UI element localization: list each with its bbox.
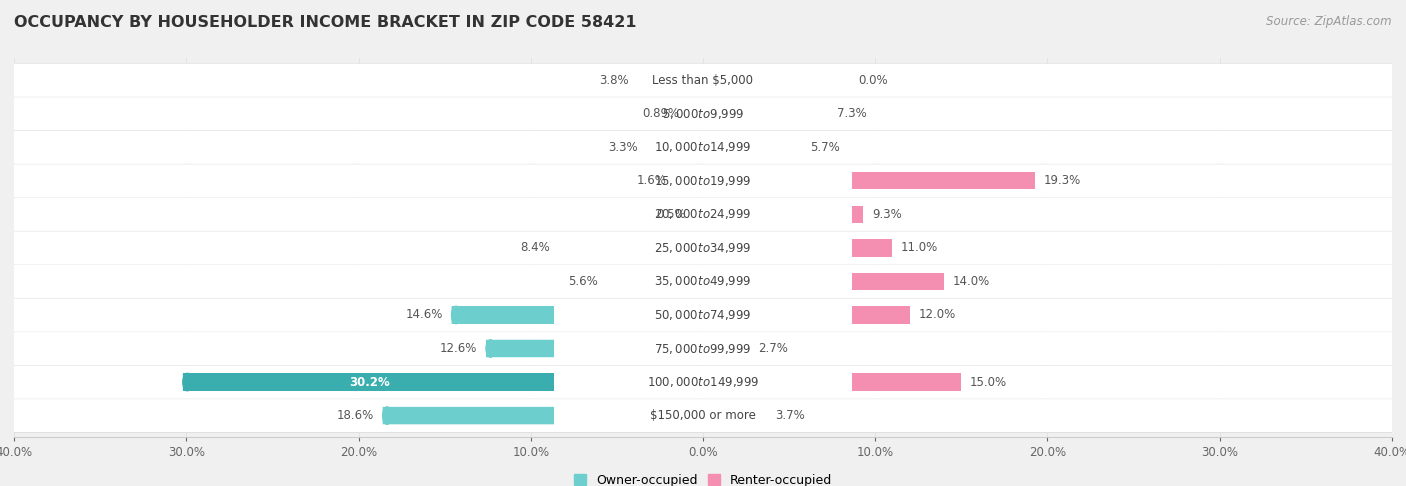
Text: 15.0%: 15.0% — [970, 376, 1007, 388]
Bar — [703, 306, 910, 324]
FancyBboxPatch shape — [554, 167, 852, 194]
Text: 5.7%: 5.7% — [810, 141, 839, 154]
Bar — [703, 239, 893, 257]
Text: 5.6%: 5.6% — [568, 275, 598, 288]
Bar — [486, 340, 703, 357]
Bar — [703, 206, 863, 223]
Text: 12.0%: 12.0% — [918, 309, 956, 321]
Text: $100,000 to $149,999: $100,000 to $149,999 — [647, 375, 759, 389]
Bar — [382, 407, 703, 424]
Text: Less than $5,000: Less than $5,000 — [652, 73, 754, 87]
Text: Source: ZipAtlas.com: Source: ZipAtlas.com — [1267, 15, 1392, 28]
Text: 11.0%: 11.0% — [901, 242, 938, 254]
FancyBboxPatch shape — [486, 340, 557, 357]
Text: $15,000 to $19,999: $15,000 to $19,999 — [654, 174, 752, 188]
Bar — [703, 273, 945, 290]
FancyBboxPatch shape — [382, 407, 557, 424]
FancyBboxPatch shape — [554, 301, 852, 329]
Legend: Owner-occupied, Renter-occupied: Owner-occupied, Renter-occupied — [568, 469, 838, 486]
FancyBboxPatch shape — [14, 64, 1392, 97]
Text: $150,000 or more: $150,000 or more — [650, 409, 756, 422]
Text: 9.3%: 9.3% — [872, 208, 901, 221]
FancyBboxPatch shape — [554, 335, 852, 362]
Text: 0.5%: 0.5% — [657, 208, 686, 221]
Bar — [703, 172, 1035, 190]
Circle shape — [451, 306, 461, 324]
Text: $25,000 to $34,999: $25,000 to $34,999 — [654, 241, 752, 255]
Circle shape — [486, 340, 495, 357]
FancyBboxPatch shape — [14, 131, 1392, 164]
Text: 3.3%: 3.3% — [607, 141, 637, 154]
Text: $75,000 to $99,999: $75,000 to $99,999 — [654, 342, 752, 355]
FancyBboxPatch shape — [14, 298, 1392, 331]
Bar — [703, 105, 828, 122]
FancyBboxPatch shape — [554, 368, 852, 396]
FancyBboxPatch shape — [14, 365, 1392, 399]
FancyBboxPatch shape — [554, 402, 852, 429]
Text: 2.7%: 2.7% — [758, 342, 787, 355]
Text: $5,000 to $9,999: $5,000 to $9,999 — [662, 106, 744, 121]
Text: 30.2%: 30.2% — [349, 376, 389, 388]
FancyBboxPatch shape — [14, 265, 1392, 298]
FancyBboxPatch shape — [554, 234, 852, 261]
Bar — [703, 373, 962, 391]
Text: 0.89%: 0.89% — [643, 107, 679, 120]
Bar — [695, 206, 703, 223]
Text: 3.8%: 3.8% — [599, 73, 628, 87]
FancyBboxPatch shape — [14, 332, 1392, 365]
Bar — [647, 139, 703, 156]
FancyBboxPatch shape — [554, 67, 852, 94]
Text: 1.6%: 1.6% — [637, 174, 666, 187]
FancyBboxPatch shape — [451, 306, 557, 324]
Text: $10,000 to $14,999: $10,000 to $14,999 — [654, 140, 752, 154]
Circle shape — [382, 407, 392, 424]
FancyBboxPatch shape — [14, 164, 1392, 197]
FancyBboxPatch shape — [14, 231, 1392, 264]
Text: 18.6%: 18.6% — [337, 409, 374, 422]
Text: 3.7%: 3.7% — [775, 409, 806, 422]
Bar — [558, 239, 703, 257]
Bar — [703, 407, 766, 424]
Bar — [637, 71, 703, 89]
FancyBboxPatch shape — [554, 268, 852, 295]
Bar — [703, 139, 801, 156]
Bar — [703, 340, 749, 357]
Bar — [451, 306, 703, 324]
Text: $50,000 to $74,999: $50,000 to $74,999 — [654, 308, 752, 322]
Text: OCCUPANCY BY HOUSEHOLDER INCOME BRACKET IN ZIP CODE 58421: OCCUPANCY BY HOUSEHOLDER INCOME BRACKET … — [14, 15, 637, 30]
Bar — [183, 373, 703, 391]
FancyBboxPatch shape — [183, 373, 557, 391]
Text: 8.4%: 8.4% — [520, 242, 550, 254]
FancyBboxPatch shape — [14, 97, 1392, 130]
FancyBboxPatch shape — [14, 399, 1392, 432]
FancyBboxPatch shape — [554, 134, 852, 161]
Text: $20,000 to $24,999: $20,000 to $24,999 — [654, 208, 752, 221]
Circle shape — [183, 373, 191, 391]
Text: $35,000 to $49,999: $35,000 to $49,999 — [654, 275, 752, 288]
Text: 7.3%: 7.3% — [838, 107, 868, 120]
FancyBboxPatch shape — [554, 100, 852, 127]
Text: 12.6%: 12.6% — [440, 342, 478, 355]
Text: 0.0%: 0.0% — [858, 73, 887, 87]
Bar — [688, 105, 703, 122]
Text: 14.6%: 14.6% — [405, 309, 443, 321]
Bar — [606, 273, 703, 290]
Text: 19.3%: 19.3% — [1045, 174, 1081, 187]
FancyBboxPatch shape — [554, 201, 852, 228]
Text: 14.0%: 14.0% — [953, 275, 990, 288]
Bar — [675, 172, 703, 190]
FancyBboxPatch shape — [14, 198, 1392, 231]
